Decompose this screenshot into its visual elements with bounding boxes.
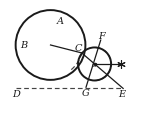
Text: C: C xyxy=(75,44,82,52)
Text: o: o xyxy=(92,60,97,68)
Text: E: E xyxy=(118,89,126,98)
Text: A: A xyxy=(57,17,64,26)
Text: D: D xyxy=(12,89,20,98)
Text: G: G xyxy=(82,88,89,97)
Text: F: F xyxy=(98,31,105,40)
Text: B: B xyxy=(20,41,27,50)
